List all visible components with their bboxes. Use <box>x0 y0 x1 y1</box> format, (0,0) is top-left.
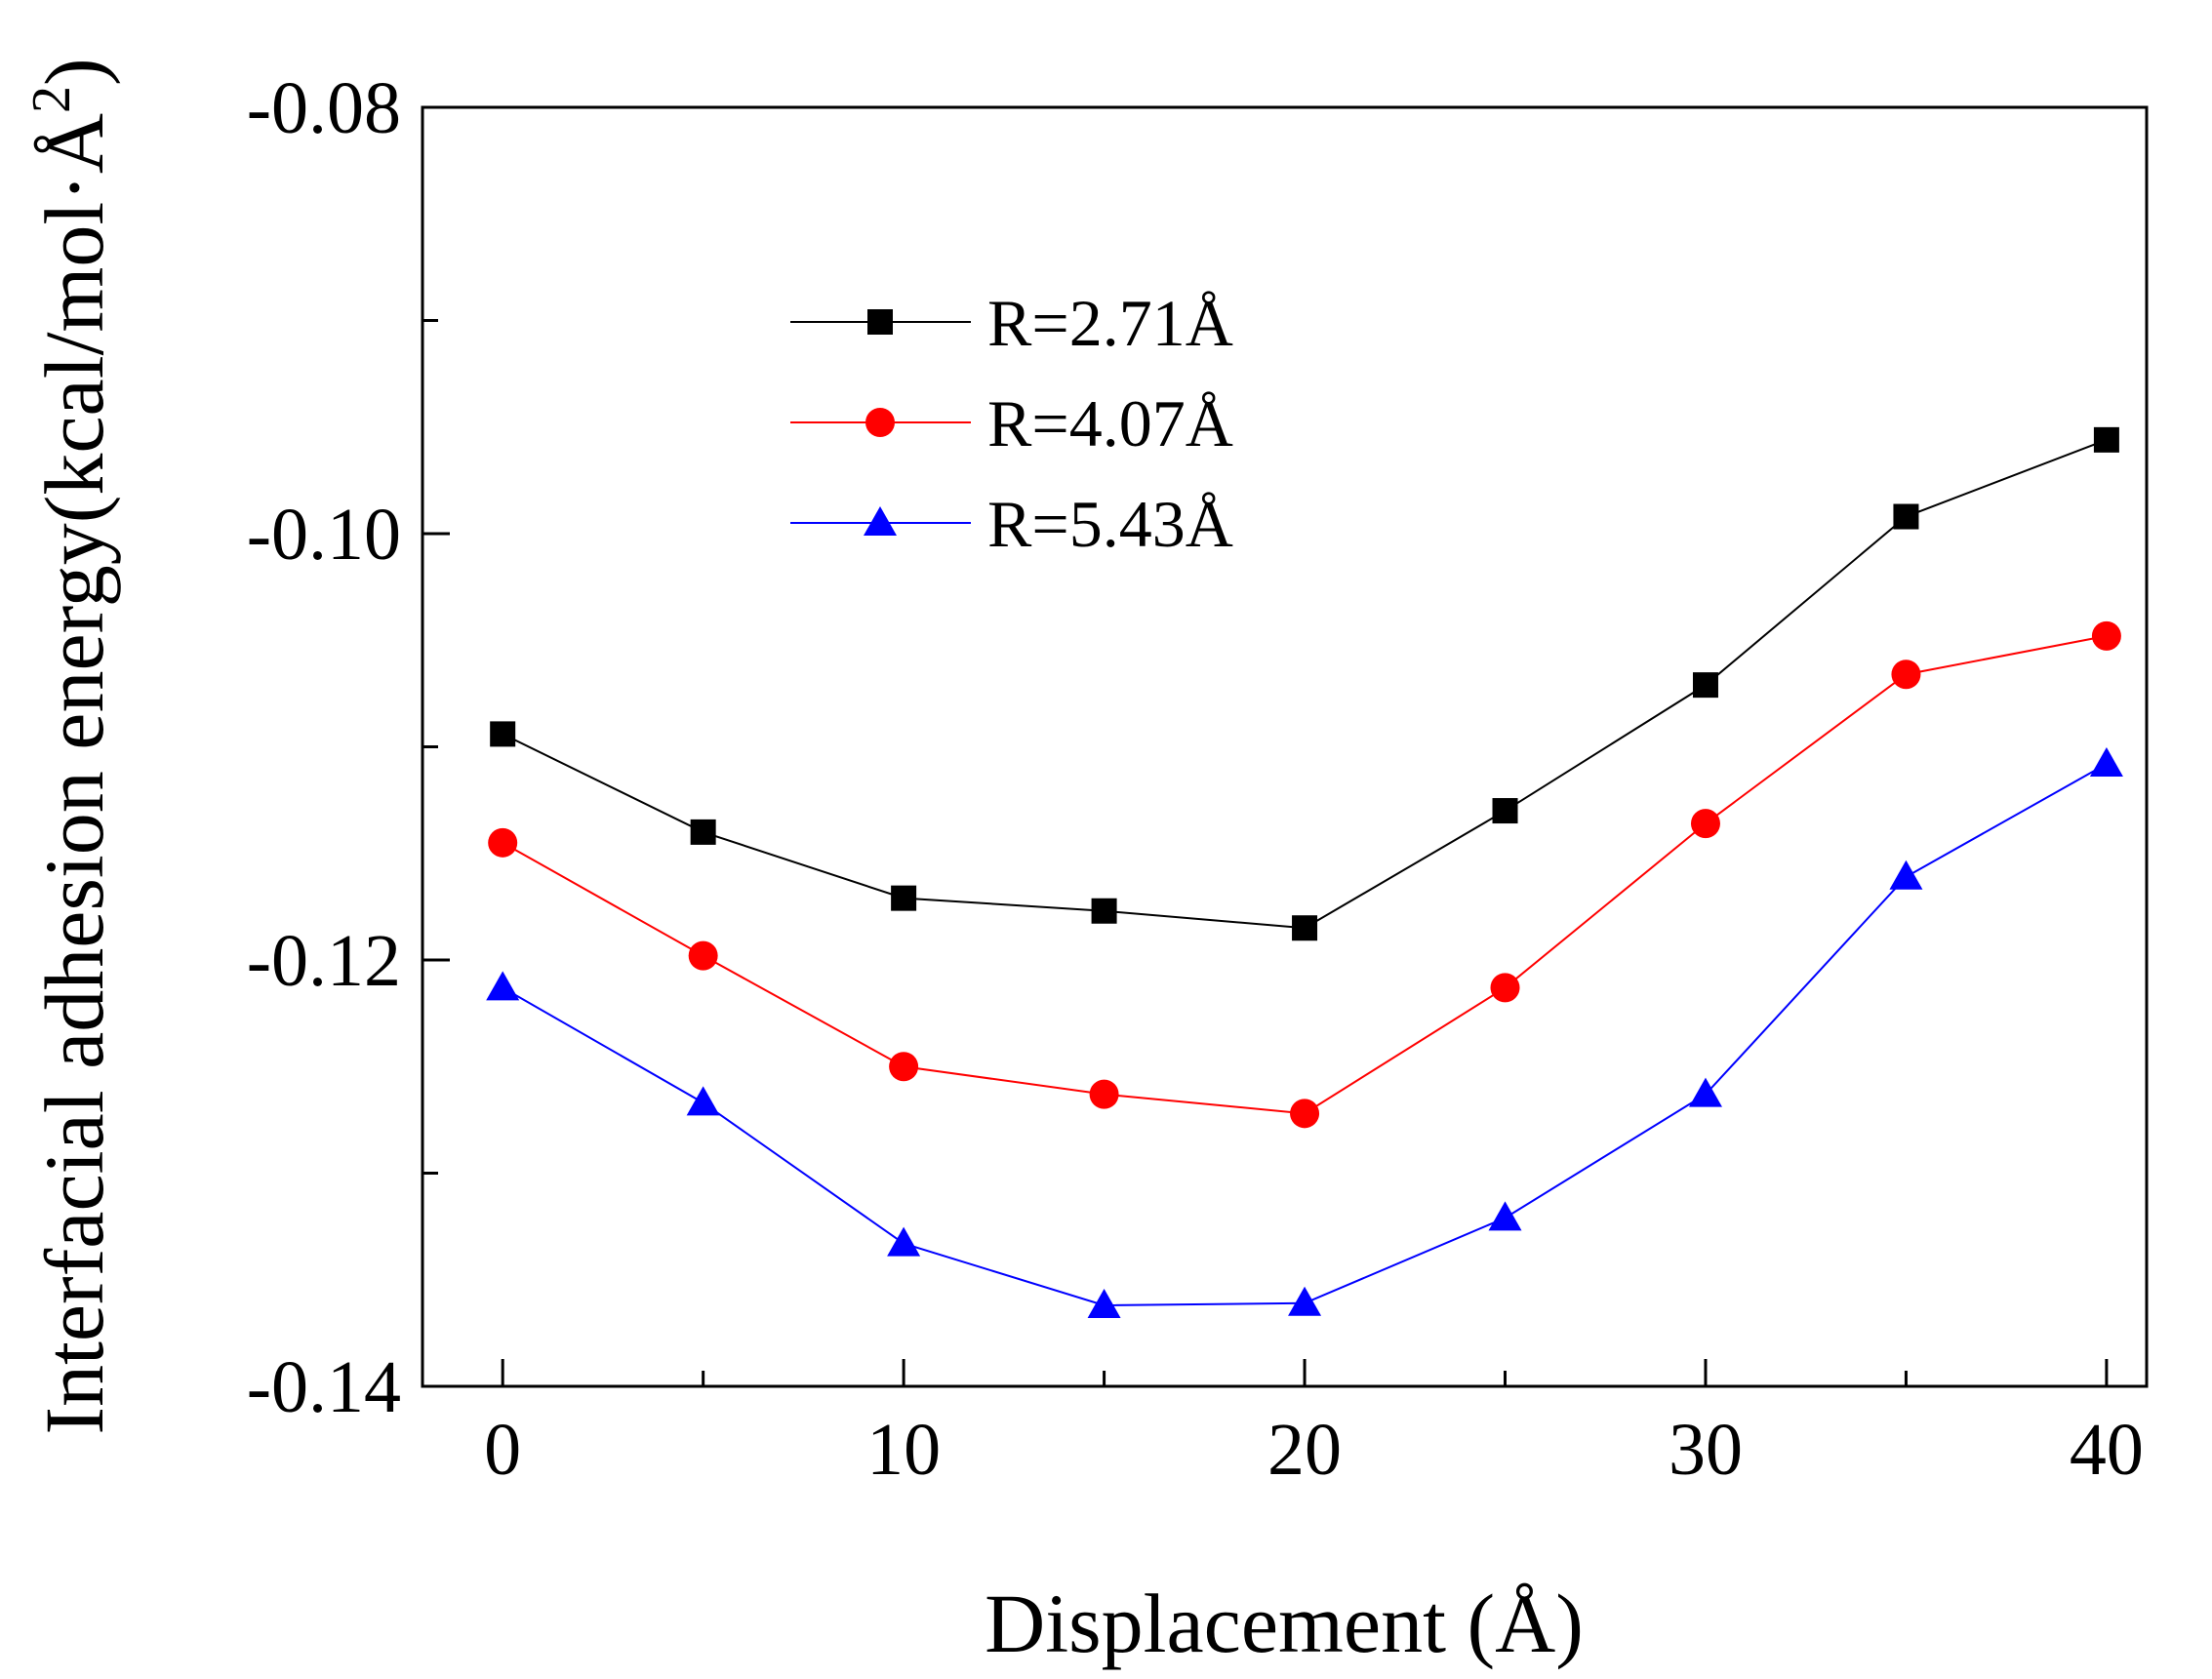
legend-label: R=5.43Å <box>987 487 1233 561</box>
x-axis-title: Displacement (Å) <box>985 1577 1584 1670</box>
data-point <box>1288 1286 1322 1316</box>
data-point <box>1889 859 1923 890</box>
x-tick-label: 20 <box>1267 1409 1342 1491</box>
legend-marker <box>865 408 895 437</box>
data-point <box>1089 1079 1119 1109</box>
x-tick-label: 40 <box>2070 1409 2144 1491</box>
data-point <box>1690 809 1720 839</box>
data-point <box>889 1052 919 1082</box>
x-tick-label: 30 <box>1669 1409 1743 1491</box>
data-point <box>1891 660 1921 690</box>
data-point <box>891 885 917 911</box>
legend-label: R=4.07Å <box>987 386 1233 460</box>
series-2 <box>488 620 2121 1129</box>
y-axis-title: Interfacial adhesion energy(kcal/mol·Å2) <box>21 58 121 1434</box>
data-point <box>1091 898 1117 924</box>
x-tick-label: 0 <box>484 1409 521 1491</box>
y-tick-label: -0.14 <box>247 1346 401 1428</box>
series-3 <box>486 746 2123 1318</box>
x-tick-label: 10 <box>866 1409 941 1491</box>
data-point <box>1893 503 1919 530</box>
y-tick-label: -0.08 <box>247 67 401 149</box>
data-point <box>1692 672 1718 699</box>
data-point <box>1490 973 1520 1003</box>
y-axis-title-close: ) <box>27 58 121 86</box>
data-point <box>2093 426 2119 453</box>
data-point <box>1488 1201 1522 1231</box>
data-point <box>1087 1288 1121 1318</box>
legend-marker <box>867 309 893 335</box>
y-tick-label: -0.10 <box>247 494 401 576</box>
legend: R=2.71Å R=4.07Å R=5.43Å <box>790 286 1233 561</box>
y-tick-label: -0.12 <box>247 920 401 1002</box>
data-point <box>2089 746 2123 777</box>
data-point <box>690 819 716 845</box>
data-point <box>1292 915 1318 941</box>
x-axis: 0 10 20 30 40 <box>484 1359 2144 1491</box>
data-point <box>2091 620 2121 651</box>
legend-marker <box>864 506 897 536</box>
data-point <box>1290 1099 1320 1129</box>
data-point <box>688 940 718 971</box>
plot-frame <box>421 105 2149 1388</box>
legend-item-1: R=2.71Å <box>790 286 1233 360</box>
data-point <box>686 1086 720 1116</box>
y-axis-title-main: Interfacial adhesion energy(kcal/mol·Å <box>27 113 121 1435</box>
y-axis: -0.14 -0.12 -0.10 -0.08 <box>247 67 450 1428</box>
series-line <box>502 634 2108 1115</box>
data-point <box>488 827 518 858</box>
data-point <box>887 1226 921 1257</box>
y-axis-title-superscript: 2 <box>21 86 82 113</box>
legend-item-3: R=5.43Å <box>790 487 1233 561</box>
data-point <box>1688 1077 1722 1107</box>
data-point <box>486 971 520 1001</box>
legend-label: R=2.71Å <box>987 286 1233 360</box>
series-1 <box>490 426 2119 941</box>
series-line <box>502 438 2108 930</box>
series-layer <box>486 426 2123 1318</box>
legend-item-2: R=4.07Å <box>790 386 1233 460</box>
data-point <box>490 721 516 747</box>
data-point <box>1492 798 1518 824</box>
